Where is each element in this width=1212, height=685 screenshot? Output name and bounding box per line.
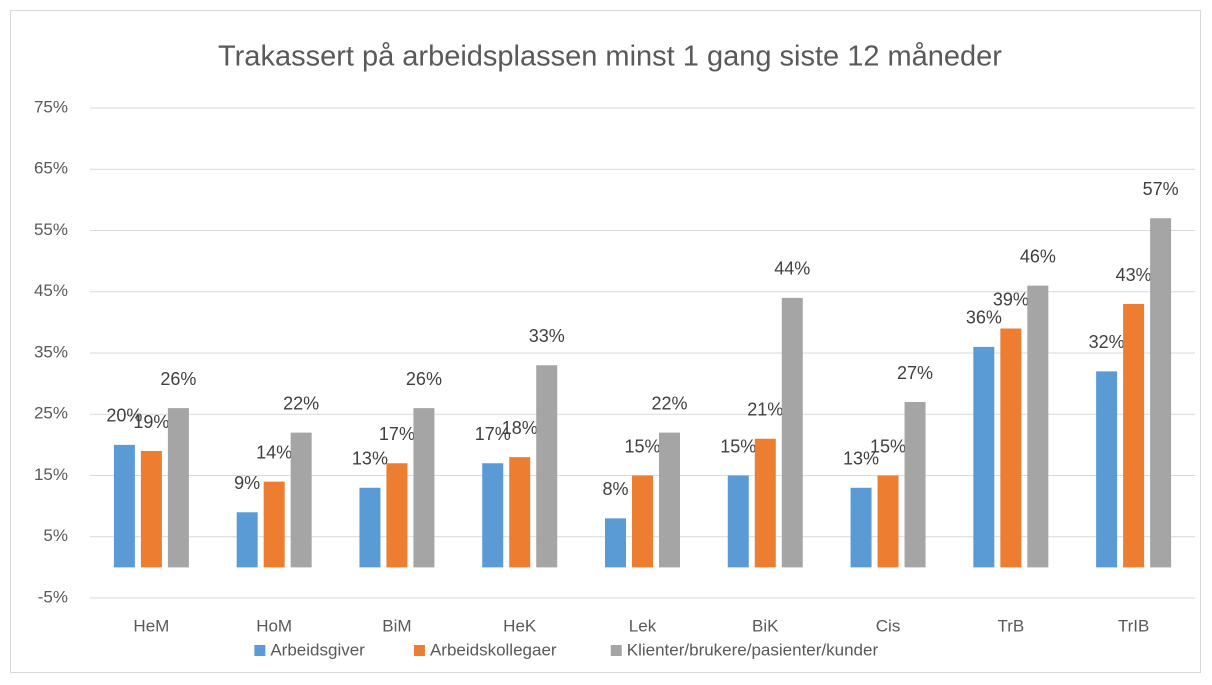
bar <box>632 475 653 568</box>
y-tick-label: 75% <box>34 97 68 116</box>
bar <box>904 402 926 568</box>
data-label: 33% <box>529 326 565 346</box>
data-label: 17% <box>379 424 415 444</box>
y-tick-label: 25% <box>34 404 68 423</box>
data-label: 15% <box>720 436 756 456</box>
data-label: 43% <box>1116 265 1152 285</box>
y-tick-label: -5% <box>38 587 68 606</box>
legend-label: Arbeidsgiver <box>270 640 365 659</box>
data-label: 21% <box>747 400 783 420</box>
data-label: 15% <box>870 436 906 456</box>
legend-swatch <box>610 645 622 656</box>
legend-swatch <box>254 645 266 656</box>
data-label: 19% <box>133 412 169 432</box>
bar <box>167 408 189 568</box>
y-tick-label: 35% <box>34 342 68 361</box>
bar <box>509 457 531 568</box>
bar <box>1000 328 1022 568</box>
y-tick-label: 65% <box>34 159 68 178</box>
bar <box>290 432 312 568</box>
bar <box>1027 285 1049 568</box>
data-label: 17% <box>475 424 511 444</box>
data-label: 22% <box>283 393 319 413</box>
bar <box>236 512 258 568</box>
x-tick-label: HeK <box>503 616 537 635</box>
x-tick-label: BiK <box>752 616 779 635</box>
bar <box>263 481 285 568</box>
y-tick-label: 15% <box>34 465 68 484</box>
bar <box>754 438 776 568</box>
bar <box>1123 304 1145 568</box>
bar <box>973 346 995 568</box>
bar <box>1096 371 1118 568</box>
bar <box>659 432 680 568</box>
chart-title: Trakassert på arbeidsplassen minst 1 gan… <box>218 41 1002 73</box>
data-label: 26% <box>406 369 442 389</box>
bar <box>781 297 803 568</box>
legend-label: Arbeidskollegaer <box>430 640 557 659</box>
data-label: 13% <box>352 449 388 469</box>
data-label: 8% <box>602 479 628 499</box>
data-label: 36% <box>966 308 1002 328</box>
x-tick-label: HeM <box>133 616 169 635</box>
data-label: 14% <box>256 442 292 462</box>
y-tick-label: 5% <box>43 526 68 545</box>
data-label: 26% <box>160 369 196 389</box>
bar <box>359 487 381 568</box>
data-label: 57% <box>1143 179 1179 199</box>
data-label: 44% <box>774 259 810 279</box>
data-label: 13% <box>843 449 879 469</box>
data-label: 9% <box>234 473 260 493</box>
x-tick-label: HoM <box>256 616 292 635</box>
data-label: 15% <box>624 436 660 456</box>
bar <box>482 463 504 568</box>
bar <box>113 444 135 568</box>
bar <box>413 408 435 568</box>
data-label: 20% <box>106 406 142 426</box>
bar <box>386 463 408 568</box>
legend-label: Klienter/brukere/pasienter/kunder <box>627 640 879 659</box>
bar <box>850 487 872 568</box>
y-tick-label: 45% <box>34 281 68 300</box>
bar <box>605 518 626 568</box>
bar <box>140 451 162 568</box>
bar <box>877 475 899 568</box>
x-tick-label: Lek <box>629 616 657 635</box>
data-label: 27% <box>897 363 933 383</box>
data-label: 22% <box>651 393 687 413</box>
chart-border <box>10 10 1201 673</box>
x-tick-label: TrB <box>997 616 1024 635</box>
x-tick-label: BiM <box>382 616 411 635</box>
legend-swatch <box>413 645 425 656</box>
bar <box>536 365 558 568</box>
data-label: 39% <box>993 289 1029 309</box>
bar <box>727 475 749 568</box>
x-tick-label: Cis <box>876 616 901 635</box>
bar <box>1150 218 1172 568</box>
data-label: 32% <box>1089 332 1125 352</box>
x-tick-label: TrIB <box>1118 616 1149 635</box>
data-label: 18% <box>502 418 538 438</box>
data-label: 46% <box>1020 246 1056 266</box>
y-tick-label: 55% <box>34 220 68 239</box>
